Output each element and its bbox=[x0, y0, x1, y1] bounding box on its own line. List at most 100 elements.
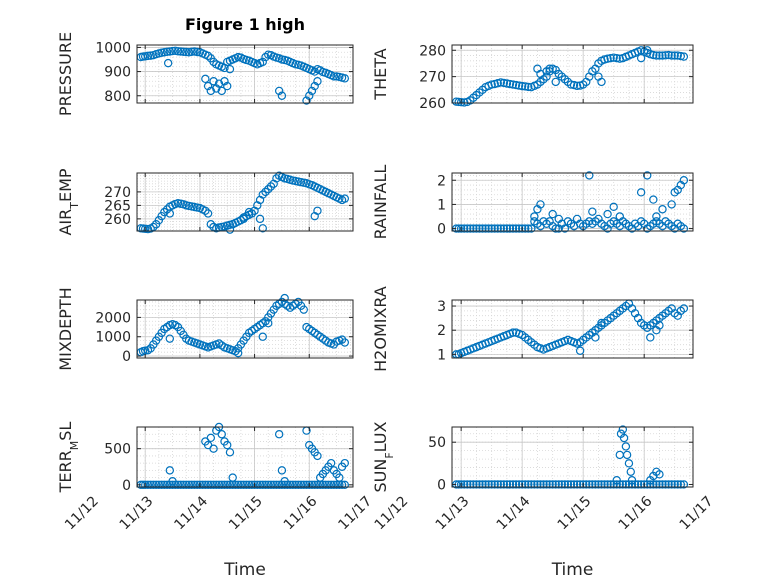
data-point bbox=[514, 480, 524, 489]
data-point bbox=[545, 480, 554, 489]
data-point bbox=[233, 348, 243, 358]
data-point bbox=[326, 480, 336, 490]
data-point bbox=[274, 430, 284, 439]
data-point bbox=[277, 466, 287, 475]
data-point bbox=[597, 318, 606, 328]
data-point bbox=[551, 77, 560, 87]
data-point bbox=[223, 81, 232, 91]
data-point bbox=[469, 480, 478, 489]
data-point bbox=[600, 480, 609, 489]
y-tick-label: 270 bbox=[419, 70, 446, 86]
data-point bbox=[646, 480, 655, 489]
data-point bbox=[206, 480, 216, 490]
data-point bbox=[239, 480, 248, 490]
data-point bbox=[612, 476, 621, 485]
data-point bbox=[201, 206, 210, 215]
data-point bbox=[490, 224, 499, 233]
data-point bbox=[508, 80, 518, 89]
data-point bbox=[203, 51, 213, 61]
data-point bbox=[456, 224, 466, 233]
data-point bbox=[242, 480, 251, 490]
data-point bbox=[597, 77, 606, 87]
data-point bbox=[313, 77, 322, 86]
data-point bbox=[255, 480, 265, 490]
data-point bbox=[484, 224, 493, 233]
data-point bbox=[676, 480, 686, 489]
y-tick-label: 1 bbox=[437, 347, 446, 363]
data-point bbox=[321, 480, 330, 490]
data-point bbox=[572, 480, 582, 489]
y-tick-label: 50 bbox=[428, 435, 446, 451]
data-point bbox=[627, 480, 637, 489]
data-point bbox=[335, 473, 344, 482]
data-point bbox=[160, 207, 169, 217]
data-point bbox=[542, 480, 551, 489]
data-point bbox=[643, 171, 652, 180]
data-point bbox=[165, 334, 175, 343]
data-point bbox=[487, 480, 496, 489]
data-point bbox=[502, 480, 512, 489]
data-point bbox=[143, 480, 153, 490]
data-point bbox=[624, 459, 634, 468]
data-point bbox=[203, 81, 213, 91]
data-point bbox=[591, 333, 600, 342]
data-point bbox=[225, 480, 235, 490]
data-point bbox=[603, 480, 612, 489]
data-point bbox=[636, 53, 646, 63]
data-point bbox=[195, 480, 205, 490]
data-point bbox=[530, 480, 539, 489]
data-point bbox=[140, 480, 150, 490]
data-point bbox=[627, 476, 637, 485]
data-point bbox=[179, 480, 188, 490]
data-point bbox=[661, 51, 670, 60]
data-point bbox=[612, 53, 621, 63]
data-point bbox=[463, 480, 472, 489]
data-point bbox=[228, 473, 237, 482]
data-point bbox=[636, 188, 646, 197]
data-point bbox=[212, 84, 221, 93]
data-point bbox=[280, 480, 289, 490]
y-axis-label: SUNFLUX bbox=[371, 421, 396, 492]
axes-box bbox=[451, 44, 694, 104]
data-point bbox=[664, 480, 673, 489]
data-point bbox=[264, 319, 273, 328]
data-point bbox=[340, 74, 349, 83]
data-point bbox=[545, 64, 554, 73]
data-point bbox=[652, 480, 661, 489]
data-point bbox=[563, 480, 573, 489]
data-point bbox=[313, 206, 322, 215]
figure-title: Figure 1 high bbox=[185, 15, 305, 34]
data-point bbox=[484, 480, 493, 489]
data-point bbox=[340, 194, 349, 203]
data-point bbox=[162, 47, 172, 56]
data-point bbox=[307, 480, 317, 490]
data-point bbox=[585, 480, 594, 489]
data-point bbox=[679, 304, 689, 313]
data-point bbox=[332, 480, 341, 490]
data-point bbox=[609, 202, 618, 212]
data-point bbox=[299, 480, 308, 490]
data-point bbox=[505, 480, 515, 489]
data-point bbox=[217, 480, 226, 490]
data-point bbox=[305, 480, 314, 490]
data-point bbox=[277, 91, 287, 100]
data-point bbox=[664, 50, 673, 60]
axes-box bbox=[451, 426, 694, 488]
y-tick-label: 2000 bbox=[95, 310, 131, 326]
data-point bbox=[679, 480, 689, 489]
data-point bbox=[667, 200, 676, 209]
data-point bbox=[212, 480, 221, 490]
data-point bbox=[460, 480, 469, 489]
data-point bbox=[658, 51, 667, 60]
axes-box bbox=[451, 172, 694, 232]
data-point bbox=[536, 200, 545, 209]
y-tick-label: 2 bbox=[437, 323, 446, 339]
data-point bbox=[310, 67, 319, 76]
data-point bbox=[478, 224, 487, 233]
data-point bbox=[280, 293, 289, 303]
data-point bbox=[676, 51, 686, 61]
data-point bbox=[511, 480, 521, 489]
y-tick-label: 900 bbox=[104, 65, 131, 81]
data-point bbox=[302, 96, 311, 105]
